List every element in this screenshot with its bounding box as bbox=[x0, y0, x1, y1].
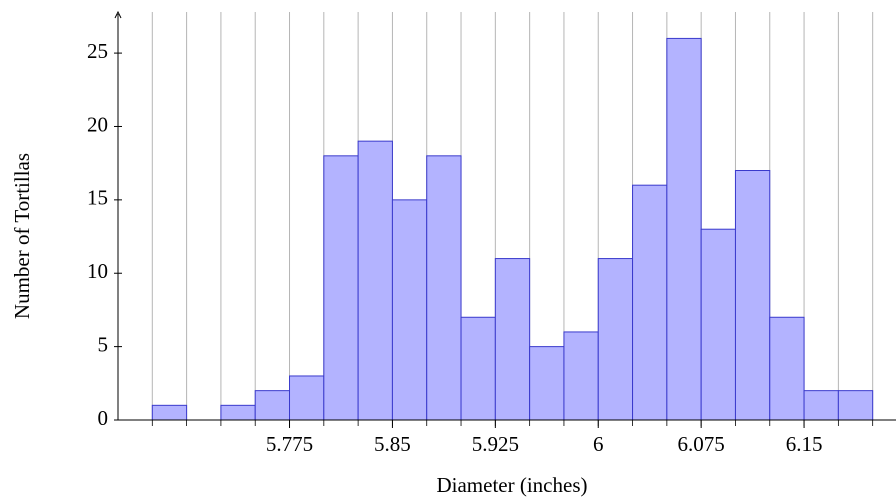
bar bbox=[357, 140, 393, 421]
x-tick-label: 5.85 bbox=[374, 432, 411, 456]
x-axis-label: Diameter (inches) bbox=[436, 473, 587, 497]
bar bbox=[529, 346, 565, 421]
y-axis-label: Number of Tortillas bbox=[10, 153, 34, 319]
y-tick-label: 20 bbox=[87, 112, 108, 136]
bar bbox=[254, 390, 291, 421]
bar bbox=[597, 258, 634, 421]
bar bbox=[426, 155, 462, 421]
bar bbox=[391, 199, 428, 421]
x-tick-label: 6.075 bbox=[678, 432, 725, 456]
bar bbox=[220, 404, 256, 421]
y-tick-label: 25 bbox=[87, 39, 108, 63]
bar bbox=[323, 155, 359, 421]
bar bbox=[803, 390, 839, 421]
bar bbox=[769, 316, 805, 421]
bar bbox=[151, 404, 188, 421]
y-tick-label: 15 bbox=[87, 186, 108, 210]
y-tick-label: 0 bbox=[98, 406, 109, 430]
x-tick-label: 5.925 bbox=[472, 432, 519, 456]
bar bbox=[460, 316, 496, 421]
bar bbox=[700, 228, 736, 421]
bar bbox=[734, 170, 771, 421]
bar bbox=[632, 184, 668, 421]
bar bbox=[666, 37, 702, 421]
bar bbox=[837, 390, 874, 421]
y-axis-arrow bbox=[114, 10, 122, 19]
y-tick-label: 10 bbox=[87, 259, 108, 283]
x-tick-label: 6 bbox=[593, 432, 604, 456]
y-tick-label: 5 bbox=[98, 332, 109, 356]
bar bbox=[563, 331, 599, 421]
bar bbox=[289, 375, 325, 421]
x-tick-label: 6.15 bbox=[786, 432, 823, 456]
bar bbox=[494, 258, 531, 421]
x-tick-label: 5.775 bbox=[266, 432, 313, 456]
